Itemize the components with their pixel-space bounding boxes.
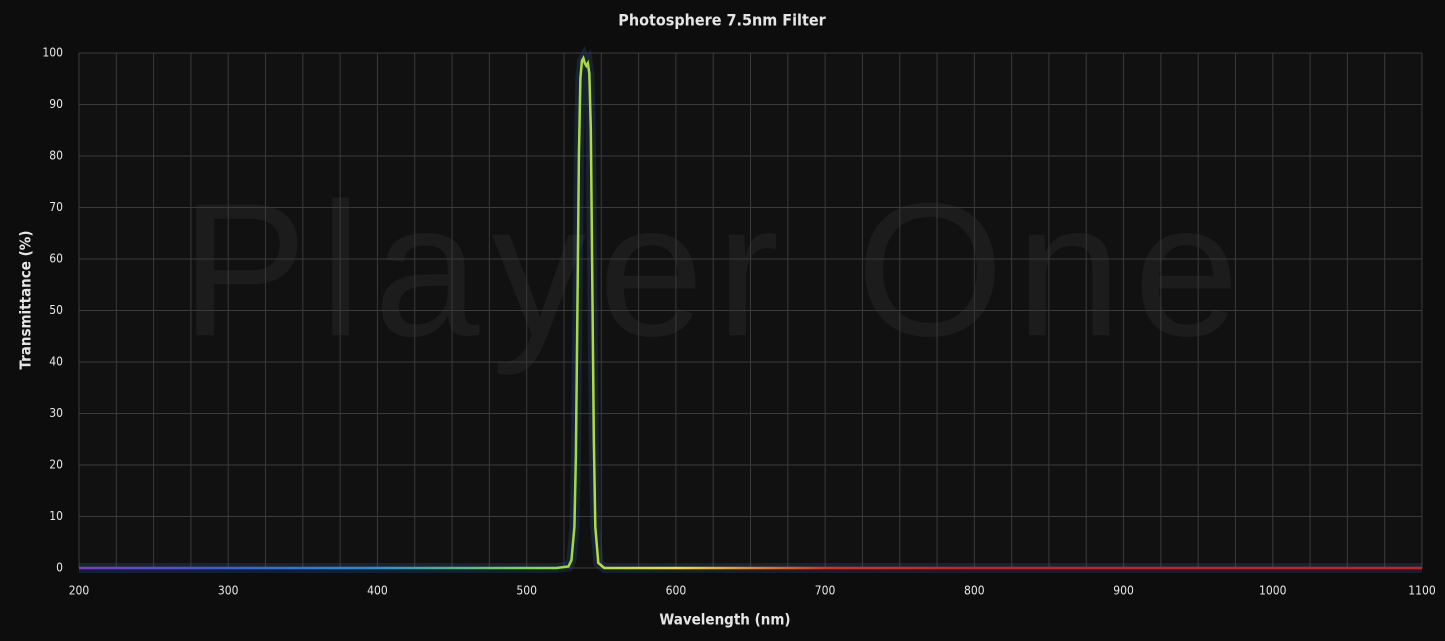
- y-tick-label: 80: [49, 149, 63, 163]
- data-line: [79, 54, 1422, 570]
- x-tick-label: 1100: [1408, 584, 1436, 598]
- y-tick-label: 90: [49, 97, 63, 111]
- y-tick-label: 60: [49, 252, 63, 266]
- x-tick-label: 600: [666, 584, 687, 598]
- x-axis-label: Wavelength (nm): [659, 611, 790, 629]
- y-tick-label: 30: [49, 406, 63, 420]
- y-axis-label: Transmittance (%): [17, 231, 35, 370]
- y-tick-label: 10: [49, 509, 63, 523]
- x-tick-label: 500: [516, 584, 537, 598]
- x-tick-label: 900: [1113, 584, 1134, 598]
- x-tick-label: 800: [964, 584, 985, 598]
- y-tick-label: 40: [49, 355, 63, 369]
- chart-title: Photosphere 7.5nm Filter: [618, 11, 826, 30]
- y-tick-label: 70: [49, 200, 63, 214]
- x-tick-label: 1000: [1259, 584, 1287, 598]
- x-tick-label: 700: [815, 584, 836, 598]
- y-tick-label: 20: [49, 458, 63, 472]
- y-tick-label: 100: [42, 46, 63, 60]
- x-tick-label: 200: [69, 584, 90, 598]
- y-tick-label: 50: [49, 303, 63, 317]
- watermark: Player One: [181, 164, 1251, 376]
- x-tick-label: 400: [367, 584, 388, 598]
- y-tick-label: 0: [56, 561, 63, 575]
- x-tick-label: 300: [218, 584, 239, 598]
